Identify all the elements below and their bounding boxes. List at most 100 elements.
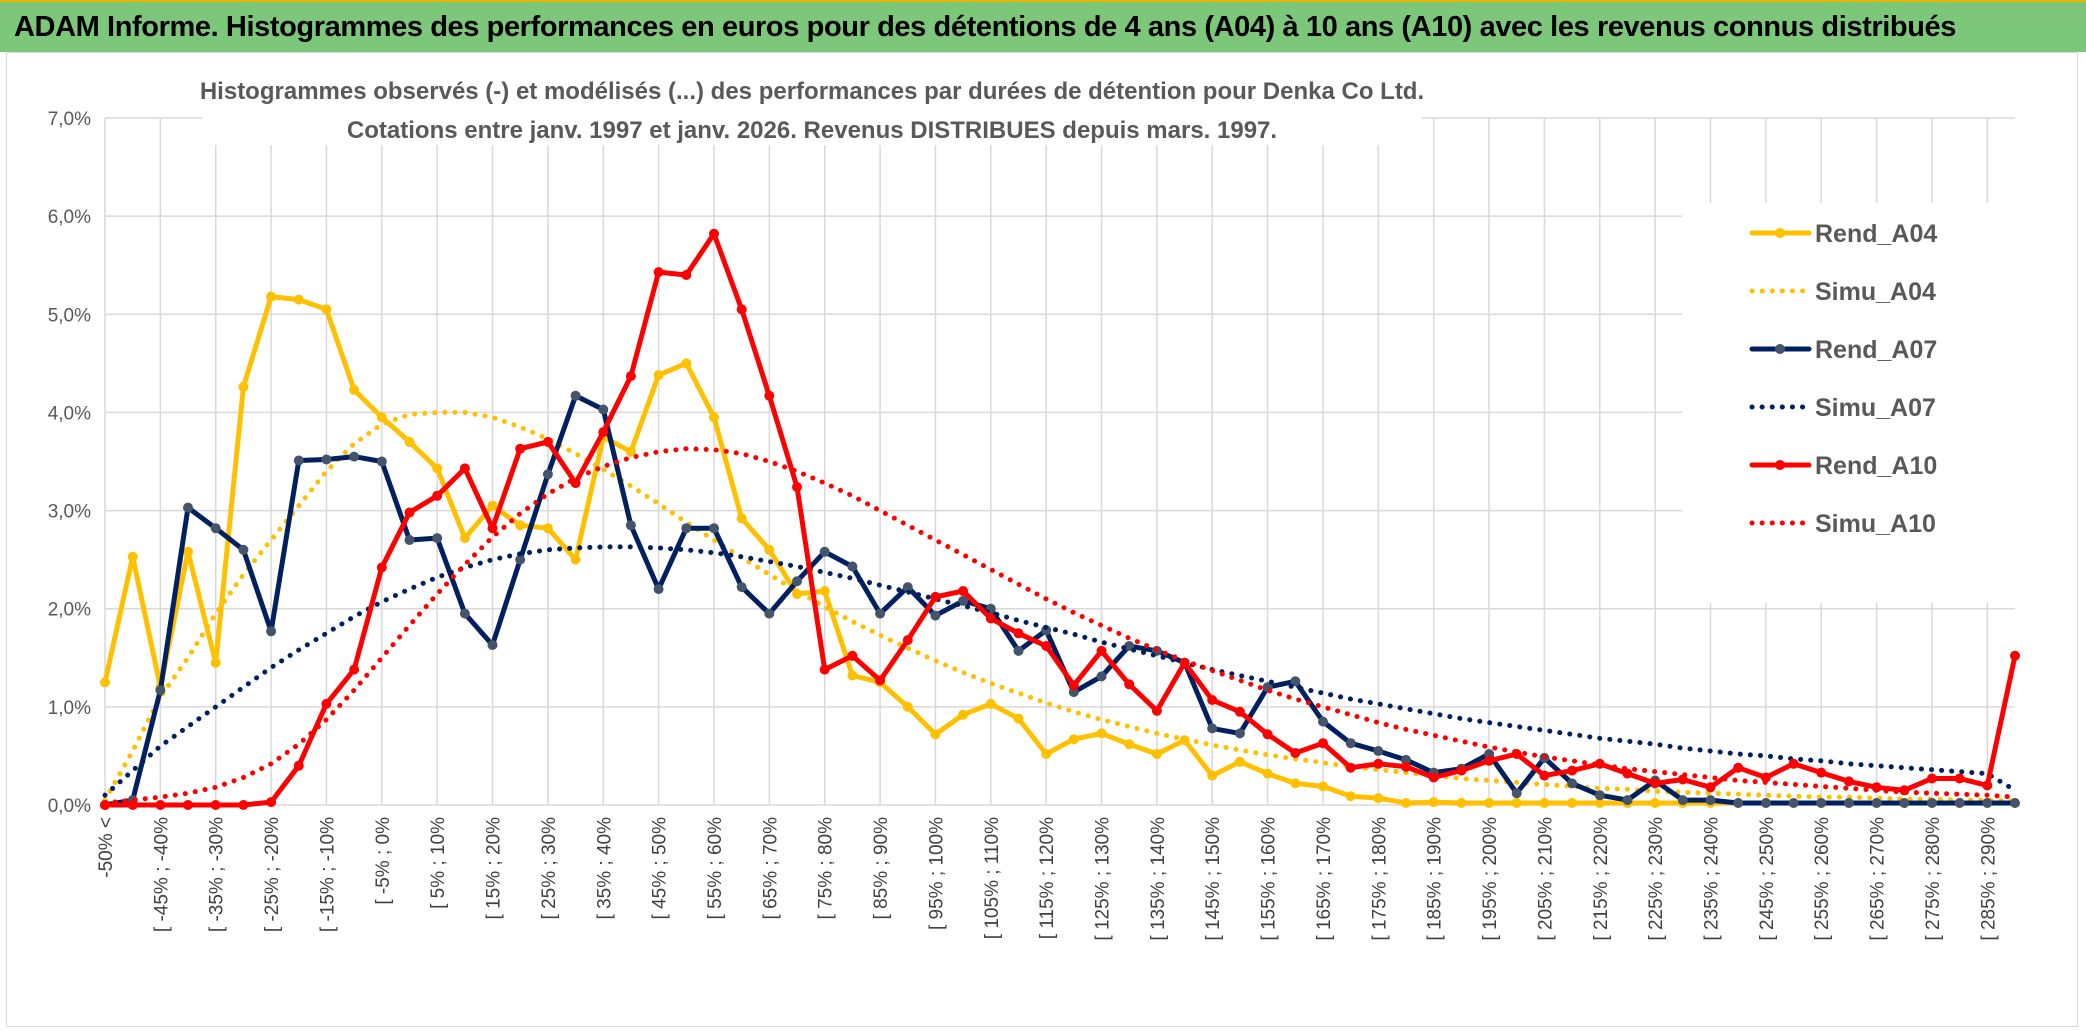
data-point-rend-a04 xyxy=(930,729,941,740)
x-tick-label: [ 55% ; 60% xyxy=(705,817,726,920)
data-point-rend-a07 xyxy=(902,582,913,593)
data-point-rend-a10 xyxy=(293,760,304,771)
chart-title: Histogrammes observés (-) et modélisés (… xyxy=(200,78,1424,105)
data-point-rend-a10 xyxy=(930,591,941,602)
y-tick-label: 2,0% xyxy=(48,600,91,621)
header-title: ADAM Informe. Histogrammes des performan… xyxy=(14,10,1956,43)
x-tick-label: [ -45% ; -40% xyxy=(151,817,172,932)
x-tick-label: [ 45% ; 50% xyxy=(650,817,671,920)
x-tick-label: [ 115% ; 120% xyxy=(1037,817,1058,939)
data-point-rend-a10 xyxy=(681,270,692,280)
data-point-rend-a04 xyxy=(985,698,996,709)
data-point-rend-a10 xyxy=(1068,680,1079,691)
data-point-rend-a07 xyxy=(321,454,332,465)
data-point-rend-a10 xyxy=(1428,772,1439,783)
data-point-rend-a07 xyxy=(1954,798,1965,808)
data-point-rend-a07 xyxy=(1677,795,1688,806)
data-point-rend-a10 xyxy=(1151,705,1162,716)
data-point-rend-a07 xyxy=(1096,671,1107,682)
data-point-rend-a04 xyxy=(127,551,138,562)
data-point-rend-a10 xyxy=(1456,765,1467,776)
data-point-rend-a10 xyxy=(1234,706,1245,717)
data-point-rend-a10 xyxy=(1650,778,1661,789)
data-point-rend-a04 xyxy=(902,701,913,712)
data-point-rend-a07 xyxy=(155,685,166,696)
data-point-rend-a07 xyxy=(1511,788,1522,799)
data-point-rend-a07 xyxy=(459,608,470,619)
x-tick-label: [ -5% ; 0% xyxy=(373,817,394,905)
data-point-rend-a10 xyxy=(653,267,664,278)
data-point-rend-a04 xyxy=(681,358,692,369)
data-point-rend-a10 xyxy=(487,523,498,534)
data-point-rend-a10 xyxy=(1318,738,1328,749)
data-point-rend-a10 xyxy=(1124,679,1135,690)
data-point-rend-a04 xyxy=(625,446,636,457)
data-point-rend-a07 xyxy=(625,520,636,531)
data-point-rend-a04 xyxy=(764,544,775,555)
series-lines xyxy=(100,228,2020,810)
data-point-rend-a07 xyxy=(681,523,692,534)
data-point-rend-a04 xyxy=(515,520,526,531)
data-point-rend-a07 xyxy=(1013,645,1024,656)
data-point-rend-a07 xyxy=(542,469,553,480)
data-point-rend-a07 xyxy=(1345,738,1356,749)
data-point-rend-a10 xyxy=(1484,755,1495,766)
data-point-rend-a04 xyxy=(1484,798,1495,808)
data-point-rend-a07 xyxy=(349,451,360,462)
data-point-rend-a07 xyxy=(930,610,941,621)
data-point-rend-a04 xyxy=(847,670,858,681)
data-point-rend-a07 xyxy=(404,535,415,545)
data-point-rend-a04 xyxy=(1234,756,1245,767)
data-point-rend-a07 xyxy=(1899,798,1910,808)
data-point-rend-a10 xyxy=(404,507,415,518)
data-point-rend-a07 xyxy=(432,533,443,544)
x-tick-label: [ -35% ; -30% xyxy=(207,817,228,932)
data-point-rend-a04 xyxy=(210,657,221,668)
data-point-rend-a07 xyxy=(819,546,830,557)
x-tick-label: [ 265% ; 270% xyxy=(1868,817,1889,941)
data-point-rend-a10 xyxy=(238,800,249,810)
data-point-rend-a10 xyxy=(1041,641,1052,651)
data-point-rend-a04 xyxy=(1318,781,1328,792)
data-point-rend-a04 xyxy=(1594,798,1605,808)
legend: Rend_A04 Simu_A04 Rend_A07 Simu_A07 Rend_A10… xyxy=(1682,203,2022,603)
data-point-rend-a10 xyxy=(1843,776,1854,787)
x-tick-label: [ 105% ; 110% xyxy=(982,817,1003,939)
data-point-rend-a04 xyxy=(1151,749,1162,759)
x-tick-label: [ 285% ; 290% xyxy=(1978,817,1999,941)
data-point-rend-a10 xyxy=(376,562,387,573)
data-point-rend-a07 xyxy=(376,456,387,467)
data-point-rend-a07 xyxy=(1622,795,1633,806)
data-point-rend-a07 xyxy=(1733,798,1744,808)
data-point-rend-a04 xyxy=(542,523,553,534)
data-point-rend-a07 xyxy=(1705,795,1716,806)
x-tick-label: [ 155% ; 160% xyxy=(1259,817,1280,941)
data-point-rend-a07 xyxy=(210,523,221,534)
series-line-simu-a10 xyxy=(102,446,2018,806)
data-point-rend-a10 xyxy=(127,800,138,810)
series-line-rend-a10 xyxy=(102,231,2018,808)
data-point-rend-a07 xyxy=(875,608,886,619)
data-point-rend-a10 xyxy=(515,443,526,454)
data-point-rend-a10 xyxy=(1733,762,1744,773)
legend-marker-rend-a07 xyxy=(1775,344,1785,354)
data-point-rend-a07 xyxy=(1207,723,1218,734)
x-tick-label: [ 255% ; 260% xyxy=(1812,817,1833,941)
data-point-rend-a10 xyxy=(349,664,360,675)
data-point-rend-a10 xyxy=(847,650,858,661)
data-point-rend-a07 xyxy=(1843,798,1854,808)
legend-background xyxy=(1682,203,2022,603)
data-point-rend-a10 xyxy=(155,800,166,810)
legend-label-rend-a10: Rend_A10 xyxy=(1815,452,1937,480)
x-tick-label: [ 15% ; 20% xyxy=(484,817,505,920)
x-tick-label: [ 245% ; 250% xyxy=(1757,817,1778,941)
title-background xyxy=(202,75,1422,145)
data-point-rend-a10 xyxy=(1622,768,1633,779)
data-point-rend-a10 xyxy=(542,436,553,447)
data-point-rend-a04 xyxy=(487,500,498,511)
data-point-rend-a10 xyxy=(902,635,913,646)
data-point-rend-a04 xyxy=(570,554,581,565)
data-point-rend-a10 xyxy=(1982,780,1993,791)
data-point-rend-a04 xyxy=(404,436,415,447)
series-line-simu-a07 xyxy=(102,544,2018,798)
